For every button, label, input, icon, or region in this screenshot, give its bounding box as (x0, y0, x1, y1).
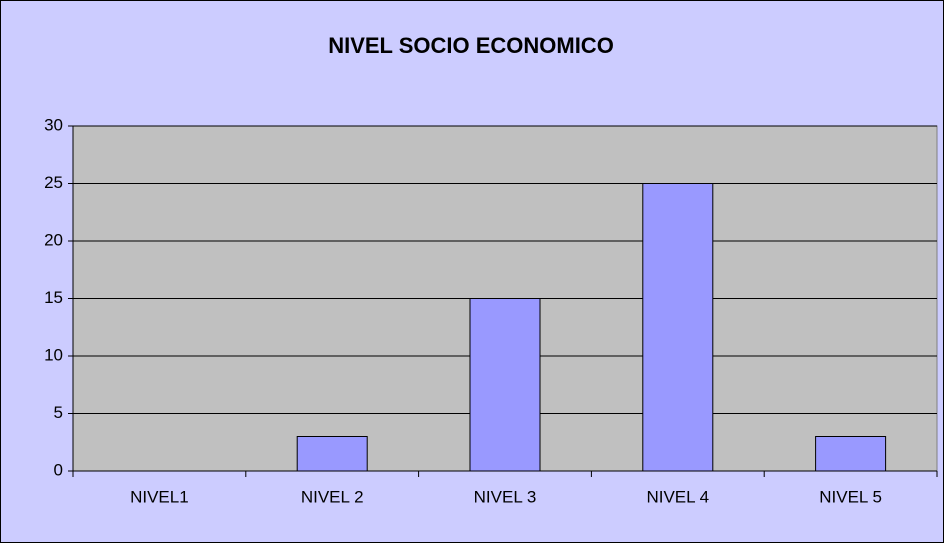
chart-title: NIVEL SOCIO ECONOMICO (328, 33, 614, 58)
y-tick-label: 15 (44, 288, 63, 307)
x-tick-label: NIVEL1 (130, 487, 189, 506)
y-tick-label: 10 (44, 345, 63, 364)
y-tick-label: 0 (54, 460, 63, 479)
y-tick-label: 5 (54, 403, 63, 422)
y-tick-label: 30 (44, 115, 63, 134)
bar (469, 298, 541, 472)
x-tick-label: NIVEL 4 (646, 487, 709, 506)
x-tick-label: NIVEL 3 (474, 487, 537, 506)
bar (296, 436, 368, 472)
y-tick-label: 25 (44, 173, 63, 192)
x-tick-label: NIVEL 5 (819, 487, 882, 506)
x-tick-label: NIVEL 2 (301, 487, 364, 506)
y-tick-label: 20 (44, 230, 63, 249)
bar (815, 436, 887, 472)
bar (642, 183, 714, 472)
